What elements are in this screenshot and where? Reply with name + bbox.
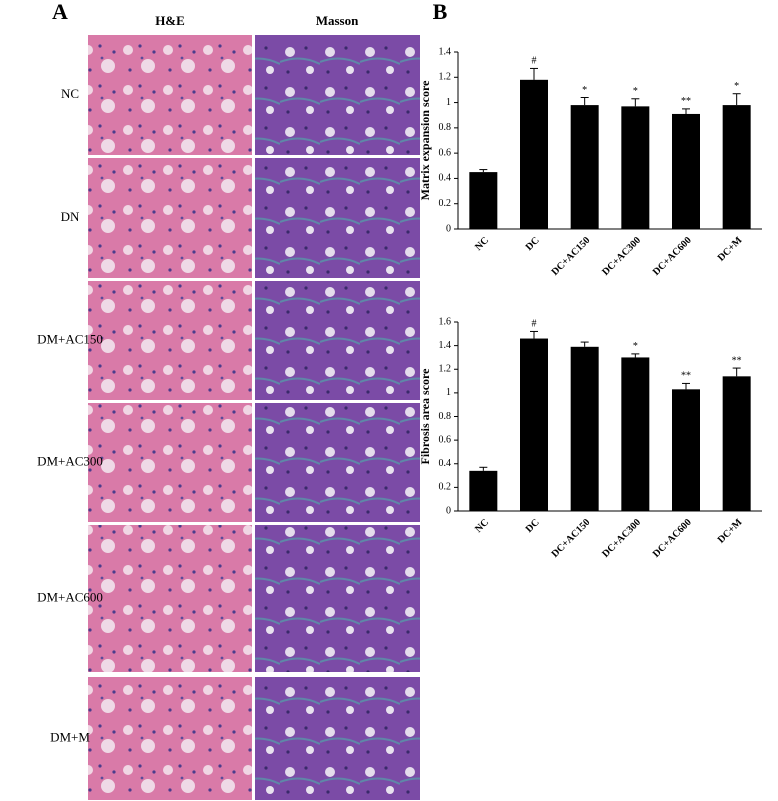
- masson-image: [255, 525, 420, 672]
- bar: [621, 357, 650, 511]
- significance-label: **: [681, 371, 691, 382]
- x-tick-label: DC+AC300: [600, 235, 643, 278]
- panel-label: B: [433, 0, 448, 24]
- y-tick-label: 1.4: [439, 340, 452, 351]
- y-tick-label: 0.8: [439, 122, 452, 133]
- significance-label: *: [633, 341, 638, 352]
- significance-label: #: [532, 56, 537, 67]
- he-image: [88, 281, 252, 400]
- row-label: DN: [61, 209, 80, 224]
- y-tick-label: 0.6: [439, 434, 452, 445]
- significance-label: *: [633, 86, 638, 97]
- he-image: [88, 35, 252, 155]
- y-tick-label: 0.8: [439, 411, 452, 422]
- y-tick-label: 0.2: [439, 482, 452, 493]
- bar: [520, 79, 548, 229]
- y-axis-label: Fibrosis area score: [418, 368, 432, 465]
- bar: [469, 172, 498, 229]
- bar: [520, 338, 548, 511]
- masson-image: [255, 403, 420, 522]
- y-tick-label: 0: [446, 505, 451, 516]
- x-tick-label: DC+AC600: [651, 517, 694, 560]
- masson-image: [255, 677, 420, 800]
- y-tick-label: 1.4: [439, 46, 452, 57]
- he-image: [88, 158, 252, 278]
- he-image: [88, 403, 252, 522]
- row-label: DM+M: [50, 729, 90, 744]
- row-label: DM+AC150: [37, 331, 103, 346]
- x-tick-label: DC+AC150: [550, 517, 593, 560]
- column-header: Masson: [316, 13, 359, 28]
- he-image: [88, 677, 252, 800]
- row-label: DM+AC600: [37, 589, 103, 604]
- bar: [570, 105, 599, 229]
- masson-image: [255, 35, 420, 155]
- bar: [469, 470, 498, 511]
- bar: [722, 105, 751, 229]
- y-tick-label: 1: [446, 387, 451, 398]
- x-tick-label: DC+M: [716, 517, 745, 546]
- y-tick-label: 0.2: [439, 198, 452, 209]
- y-tick-label: 0: [446, 223, 451, 234]
- masson-image: [255, 281, 420, 400]
- bar: [672, 389, 700, 511]
- he-image: [88, 525, 252, 672]
- x-tick-label: DC+AC300: [600, 517, 643, 560]
- x-tick-label: DC: [524, 517, 542, 535]
- x-tick-label: DC: [524, 235, 542, 253]
- y-tick-label: 1.2: [439, 364, 452, 375]
- y-tick-label: 0.4: [439, 173, 452, 184]
- bar: [621, 106, 650, 229]
- x-tick-label: DC+AC600: [651, 235, 694, 278]
- significance-label: **: [732, 355, 742, 366]
- x-tick-label: NC: [473, 235, 491, 253]
- x-tick-label: DC+M: [716, 235, 745, 264]
- bar: [672, 113, 700, 229]
- column-header: H&E: [155, 13, 185, 28]
- significance-label: #: [532, 319, 537, 330]
- y-tick-label: 1.2: [439, 72, 452, 83]
- y-tick-label: 0.4: [439, 458, 452, 469]
- x-tick-label: DC+AC150: [550, 235, 593, 278]
- significance-label: *: [582, 85, 587, 96]
- y-axis-label: Matrix expansion score: [418, 80, 432, 200]
- y-tick-label: 1.6: [439, 316, 452, 327]
- bar: [570, 346, 599, 511]
- panel-label: A: [52, 0, 68, 24]
- significance-label: *: [734, 81, 739, 92]
- masson-image: [255, 158, 420, 278]
- y-tick-label: 0.6: [439, 147, 452, 158]
- x-tick-label: NC: [473, 517, 491, 535]
- y-tick-label: 1: [446, 97, 451, 108]
- row-label: DM+AC300: [37, 453, 103, 468]
- significance-label: **: [681, 96, 691, 107]
- row-label: NC: [61, 86, 79, 101]
- bar: [722, 376, 751, 511]
